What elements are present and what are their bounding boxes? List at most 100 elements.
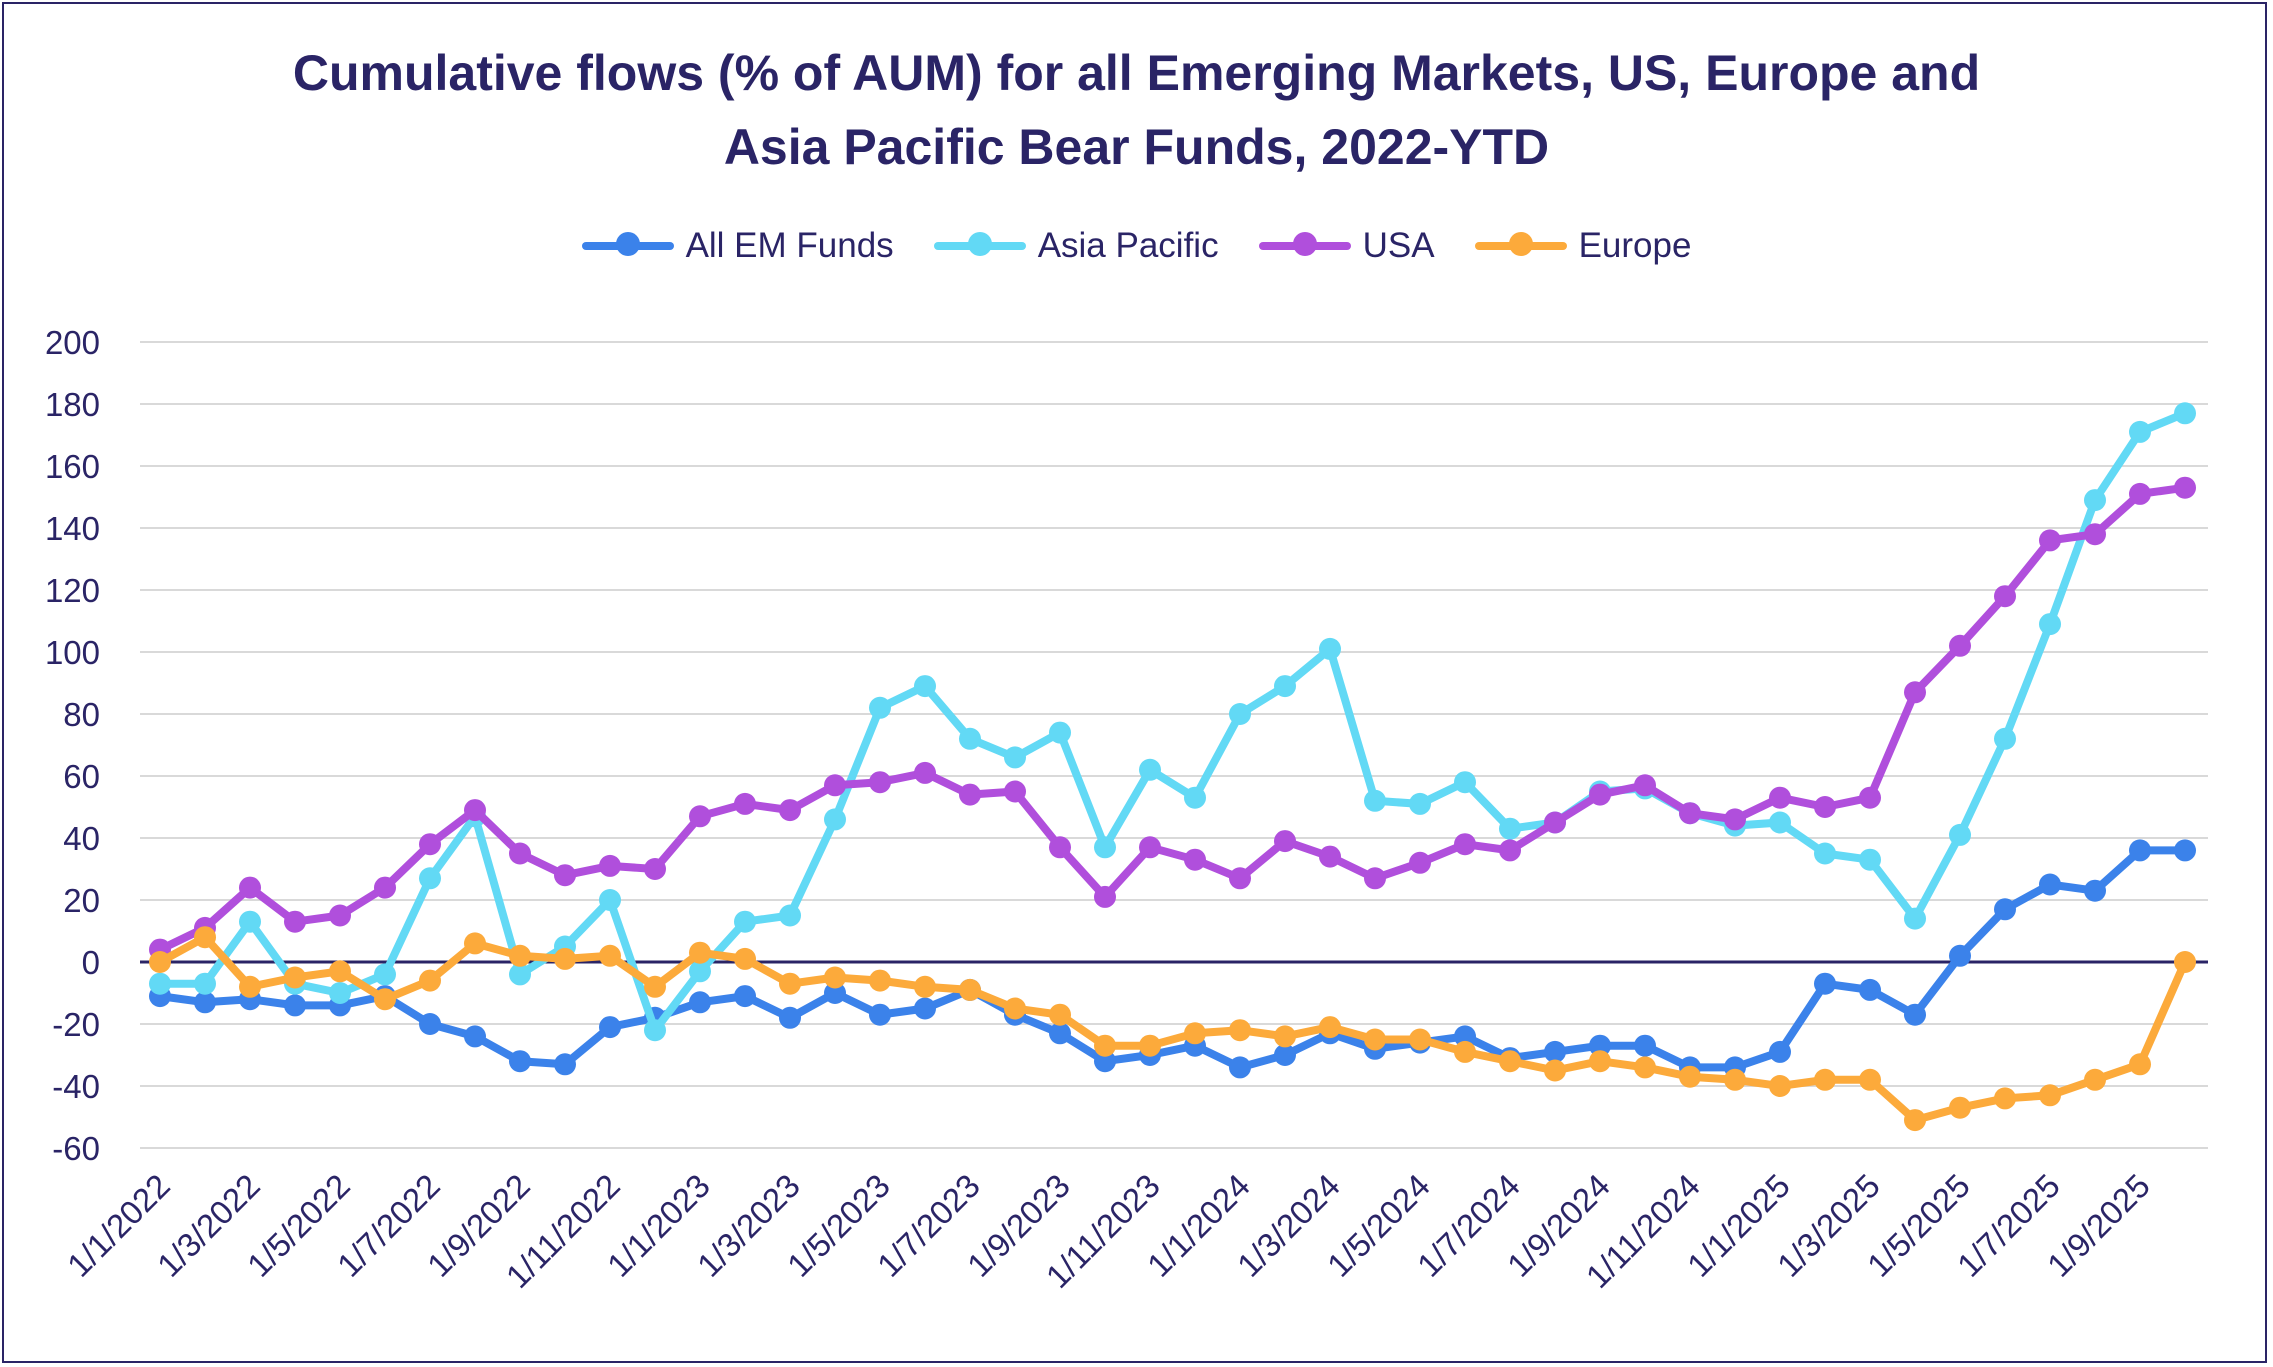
data-point-all-em-funds (914, 997, 936, 1020)
data-point-asia-pacific (1004, 746, 1026, 769)
data-point-europe (599, 944, 621, 967)
data-point-usa (1904, 681, 1926, 704)
data-point-europe (239, 975, 261, 998)
data-point-asia-pacific (959, 727, 981, 750)
data-point-europe (824, 966, 846, 989)
legend-item-all-em-funds[interactable]: All EM Funds (581, 226, 894, 266)
data-point-asia-pacific (1184, 786, 1206, 809)
y-tick-label: 20 (63, 882, 100, 919)
legend-label-usa: USA (1362, 226, 1435, 265)
data-point-europe (914, 975, 936, 998)
data-point-europe (1454, 1040, 1476, 1063)
data-point-europe (1229, 1019, 1251, 1042)
data-point-asia-pacific (1229, 703, 1251, 725)
data-point-europe (554, 947, 576, 970)
data-point-europe (1139, 1034, 1161, 1057)
data-point-asia-pacific (2129, 420, 2151, 443)
y-tick-label: 160 (45, 448, 100, 485)
data-point-europe (2039, 1084, 2061, 1107)
data-point-asia-pacific (1139, 758, 1161, 781)
data-point-asia-pacific (1859, 848, 1881, 871)
data-point-all-em-funds (1229, 1056, 1251, 1079)
data-point-usa (419, 833, 441, 856)
data-point-all-em-funds (1454, 1025, 1476, 1048)
data-point-usa (1949, 634, 1971, 657)
data-point-europe (1769, 1075, 1791, 1097)
data-point-usa (1274, 830, 1296, 853)
y-tick-label: 0 (82, 944, 100, 981)
data-point-usa (554, 864, 576, 887)
data-point-europe (644, 975, 666, 998)
data-point-all-em-funds (1994, 898, 2016, 921)
data-point-all-em-funds (1814, 972, 1836, 995)
data-point-all-em-funds (824, 982, 846, 1004)
data-point-usa (779, 799, 801, 822)
data-point-all-em-funds (2174, 839, 2196, 862)
data-point-europe (149, 951, 171, 973)
data-point-asia-pacific (2174, 402, 2196, 425)
y-tick-label: -40 (52, 1068, 100, 1105)
data-point-all-em-funds (2084, 879, 2106, 902)
y-tick-label: 200 (45, 324, 100, 361)
data-point-all-em-funds (779, 1006, 801, 1029)
data-point-usa (1229, 867, 1251, 890)
data-point-europe (1364, 1028, 1386, 1051)
data-point-usa (959, 783, 981, 806)
data-point-asia-pacific (419, 867, 441, 890)
legend-item-europe[interactable]: Europe (1474, 226, 1691, 266)
data-point-asia-pacific (1814, 842, 1836, 865)
data-point-asia-pacific (734, 910, 756, 933)
data-point-all-em-funds (689, 991, 711, 1014)
data-point-usa (1814, 796, 1836, 818)
y-tick-label: 60 (63, 758, 100, 795)
data-point-usa (1634, 774, 1656, 797)
data-point-asia-pacific (1769, 811, 1791, 834)
data-point-europe (1679, 1065, 1701, 1088)
data-point-europe (1724, 1068, 1746, 1091)
data-point-usa (1139, 836, 1161, 859)
data-point-usa (1364, 867, 1386, 890)
data-point-europe (1499, 1050, 1521, 1073)
data-point-usa (914, 761, 936, 784)
data-point-asia-pacific (149, 972, 171, 995)
legend-item-usa[interactable]: USA (1258, 226, 1435, 266)
y-tick-label: 120 (45, 572, 100, 609)
data-point-europe (2174, 951, 2196, 973)
y-tick-label: -20 (52, 1006, 100, 1043)
data-point-usa (509, 842, 531, 865)
data-point-usa (2129, 482, 2151, 505)
data-point-usa (464, 799, 486, 822)
data-point-all-em-funds (1544, 1040, 1566, 1063)
data-point-europe (1949, 1096, 1971, 1119)
data-point-asia-pacific (599, 889, 621, 911)
data-point-all-em-funds (1274, 1044, 1296, 1066)
data-point-asia-pacific (374, 963, 396, 986)
data-point-asia-pacific (239, 910, 261, 933)
data-point-all-em-funds (419, 1013, 441, 1035)
data-point-usa (284, 910, 306, 933)
chart-title-line-1: Cumulative flows (% of AUM) for all Emer… (292, 45, 1981, 101)
data-point-usa (1004, 780, 1026, 803)
data-point-europe (374, 988, 396, 1011)
y-tick-label: 140 (45, 510, 100, 547)
data-point-usa (644, 858, 666, 880)
data-point-asia-pacific (1094, 836, 1116, 859)
data-point-usa (1184, 848, 1206, 871)
data-point-usa (1499, 839, 1521, 862)
legend-item-asia-pacific[interactable]: Asia Pacific (933, 226, 1219, 266)
data-point-usa (2174, 476, 2196, 499)
data-point-europe (1274, 1025, 1296, 1048)
data-point-europe (1094, 1034, 1116, 1057)
data-point-all-em-funds (1949, 944, 1971, 967)
data-point-asia-pacific (1409, 792, 1431, 815)
legend-swatch-asia-pacific (933, 232, 1026, 256)
data-point-europe (1859, 1068, 1881, 1091)
data-point-asia-pacific (1274, 675, 1296, 698)
data-point-usa (1994, 585, 2016, 608)
data-point-usa (1859, 786, 1881, 809)
y-tick-label: -60 (52, 1130, 100, 1167)
data-point-asia-pacific (194, 972, 216, 995)
data-point-all-em-funds (1094, 1050, 1116, 1073)
data-point-europe (1049, 1003, 1071, 1026)
